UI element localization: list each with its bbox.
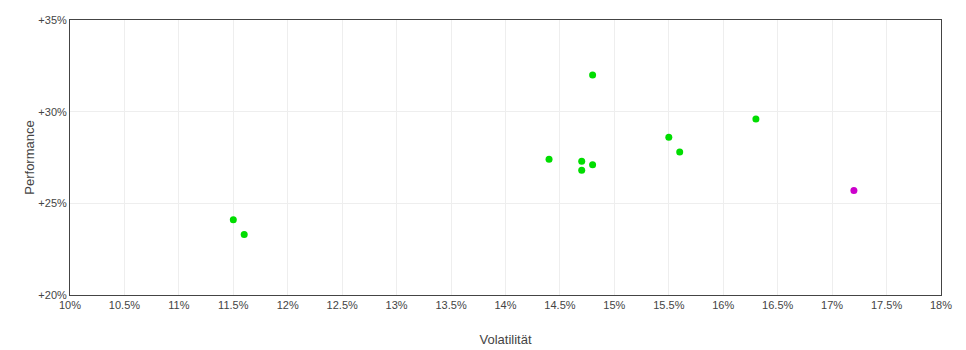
- svg-text:13%: 13%: [386, 299, 408, 311]
- svg-text:+35%: +35%: [38, 14, 67, 26]
- svg-text:10%: 10%: [59, 299, 81, 311]
- svg-text:17.5%: 17.5%: [871, 299, 902, 311]
- svg-text:14.5%: 14.5%: [544, 299, 575, 311]
- svg-text:11%: 11%: [168, 299, 189, 311]
- svg-text:15%: 15%: [603, 299, 625, 311]
- svg-text:+20%: +20%: [38, 289, 67, 301]
- svg-text:15.5%: 15.5%: [653, 299, 684, 311]
- svg-text:13.5%: 13.5%: [435, 299, 466, 311]
- svg-text:Performance: Performance: [22, 120, 37, 194]
- svg-text:16%: 16%: [712, 299, 734, 311]
- svg-text:14%: 14%: [494, 299, 516, 311]
- svg-text:11.5%: 11.5%: [218, 299, 249, 311]
- svg-text:16.5%: 16.5%: [762, 299, 793, 311]
- svg-text:18%: 18%: [930, 299, 952, 311]
- svg-text:12.5%: 12.5%: [327, 299, 358, 311]
- svg-text:12%: 12%: [277, 299, 299, 311]
- svg-text:Volatilität: Volatilität: [479, 332, 531, 347]
- svg-text:+25%: +25%: [38, 197, 67, 209]
- svg-text:10.5%: 10.5%: [109, 299, 140, 311]
- svg-text:17%: 17%: [821, 299, 843, 311]
- svg-text:+30%: +30%: [38, 106, 67, 118]
